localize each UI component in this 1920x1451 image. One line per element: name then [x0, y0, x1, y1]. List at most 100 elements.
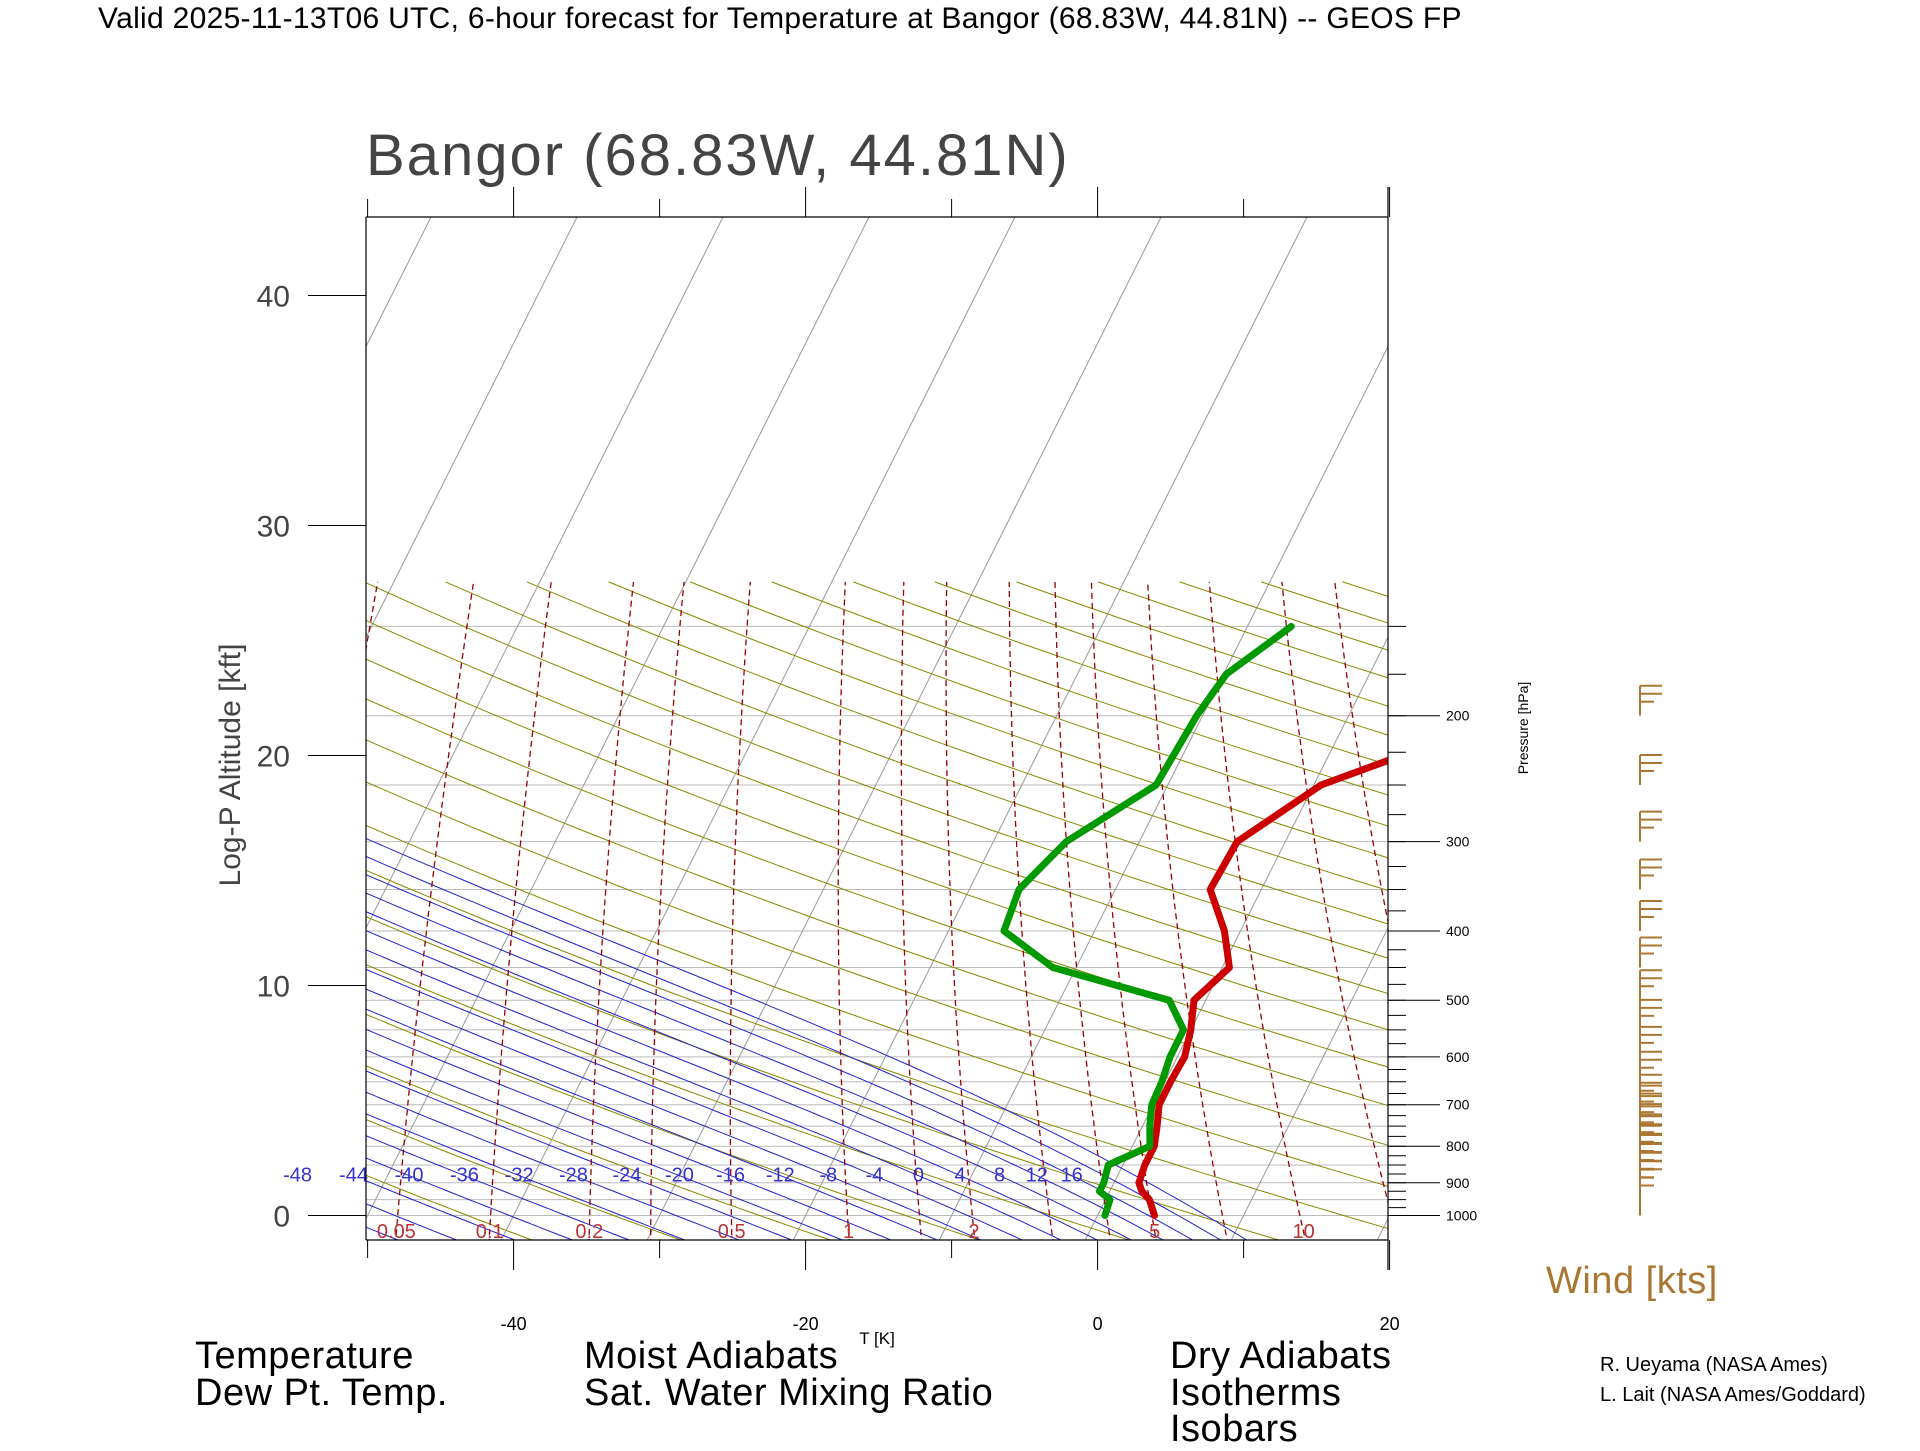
mixing-ratio-line [730, 582, 750, 1245]
mixing-ratio-line [1282, 582, 1399, 1245]
dry-adiabat-line [609, 582, 1920, 1245]
dry-adiabat-line [0, 582, 1295, 1245]
isotherm-line [939, 217, 1453, 1240]
moist-adiabat-label: -16 [716, 1165, 745, 1187]
moist-adiabat-line [0, 582, 411, 1245]
mixing-ratio-line [1009, 582, 1053, 1245]
mixing-ratio-line [280, 582, 378, 1245]
moist-adiabat-line [0, 582, 1033, 1245]
moist-adiabat-label: -40 [395, 1165, 424, 1187]
moist-adiabat-line [0, 582, 698, 1245]
wind-barb [1640, 901, 1662, 931]
moist-adiabat-label: -24 [612, 1165, 641, 1187]
dry-adiabat-line [1343, 582, 1920, 1245]
dry-adiabat-line [0, 582, 545, 1245]
x-axis-label: T [K] [859, 1329, 895, 1348]
moist-adiabat-label: -4 [866, 1165, 884, 1187]
isotherm-line [1377, 217, 1891, 1240]
x-tick-label: -40 [501, 1314, 527, 1334]
wind-barb [1640, 1178, 1654, 1208]
y-axis-label-right: Pressure [hPa] [1515, 682, 1531, 775]
wind-barb [1640, 755, 1662, 785]
isotherm-line [501, 217, 1015, 1240]
moist-adiabat-label: -32 [505, 1165, 534, 1187]
moist-adiabat-label: 0 [913, 1165, 924, 1187]
moist-adiabat-label: 8 [994, 1165, 1005, 1187]
isotherm-lines [0, 217, 1920, 1240]
dry-adiabat-line [1180, 582, 1920, 1245]
moist-adiabat-label: -48 [283, 1165, 312, 1187]
isotherm-line [793, 217, 1307, 1240]
moist-adiabat-label: -20 [665, 1165, 694, 1187]
x-tick-label: 20 [1380, 1314, 1400, 1334]
y-axis-label-left: Log-P Altitude [kft] [214, 644, 247, 887]
pressure-tick-label: 500 [1446, 992, 1470, 1008]
isotherm-line [0, 217, 139, 1240]
isotherm-line [647, 217, 1161, 1240]
wind-barb [1640, 686, 1662, 716]
moist-adiabat-line [0, 582, 1255, 1245]
y-tick-label: 40 [257, 281, 290, 314]
wind-barb [1640, 938, 1662, 968]
mixing-ratio-line [946, 582, 975, 1245]
dry-adiabat-line [0, 582, 695, 1245]
mixing-ratio-line [395, 582, 473, 1245]
wind-barb [1640, 1000, 1662, 1030]
pressure-tick-label: 800 [1446, 1138, 1470, 1154]
isotherm-line [1231, 217, 1745, 1240]
dry-adiabat-line [772, 582, 1920, 1245]
legend-mixing-ratio: Sat. Water Mixing Ratio [584, 1372, 993, 1415]
moist-adiabat-line [0, 582, 1172, 1245]
wind-barb [1640, 1052, 1662, 1082]
pressure-tick-label: 300 [1446, 834, 1470, 850]
moist-adiabat-label: -8 [819, 1165, 837, 1187]
wind-label: Wind [kts] [1546, 1260, 1718, 1303]
temperature-profile [1139, 626, 1646, 1215]
isotherm-line [1669, 217, 1920, 1240]
pressure-tick-label: 1000 [1446, 1208, 1477, 1224]
pressure-tick-label: 900 [1446, 1175, 1470, 1191]
dry-adiabat-line [0, 582, 845, 1245]
moist-adiabat-line [0, 582, 1107, 1245]
mixing-ratio-line [1055, 582, 1111, 1245]
y-tick-label: 20 [257, 741, 290, 774]
dry-adiabat-line [1261, 582, 1920, 1245]
y-tick-label: 0 [273, 1201, 290, 1234]
legend-isobars: Isobars [1170, 1408, 1298, 1451]
wind-barb [1640, 812, 1662, 842]
moist-adiabat-line [0, 582, 1141, 1245]
y-tick-label: 30 [257, 511, 290, 544]
dry-adiabat-line [935, 582, 1920, 1245]
wind-barb [1640, 1075, 1662, 1105]
isotherm-line [1523, 217, 1920, 1240]
dry-adiabat-line [690, 582, 1920, 1245]
dry-adiabat-line [1506, 582, 1920, 1245]
moist-adiabat-line [0, 582, 1229, 1245]
credit-line-1: R. Ueyama (NASA Ames) [1600, 1354, 1828, 1377]
chart-subtitle: Bangor (68.83W, 44.81N) [366, 123, 1070, 188]
moist-adiabat-label: -36 [450, 1165, 479, 1187]
moist-adiabat-label: 4 [955, 1165, 966, 1187]
isotherm-line [209, 217, 723, 1240]
wind-barb [1640, 1161, 1662, 1191]
moist-adiabat-line [0, 582, 528, 1245]
wind-barbs [1640, 686, 1662, 1216]
y-tick-label: 10 [257, 971, 290, 1004]
legend-dew-point: Dew Pt. Temp. [195, 1372, 448, 1415]
dry-adiabat-line [446, 582, 1920, 1245]
moist-adiabat-line [0, 582, 855, 1245]
moist-adiabat-label: -28 [559, 1165, 588, 1187]
dry-adiabat-lines [0, 582, 1920, 1245]
moist-adiabat-line [0, 582, 992, 1245]
moist-adiabat-line [0, 582, 752, 1245]
moist-adiabat-label: -44 [339, 1165, 368, 1187]
dry-adiabat-line [0, 582, 1746, 1245]
mixing-ratio-lines [280, 582, 1566, 1245]
wind-barb [1640, 1186, 1654, 1216]
dry-adiabat-line [38, 582, 1896, 1245]
moist-adiabat-line [0, 582, 903, 1245]
dry-adiabat-line [282, 582, 1920, 1245]
x-tick-label: 0 [1093, 1314, 1103, 1334]
